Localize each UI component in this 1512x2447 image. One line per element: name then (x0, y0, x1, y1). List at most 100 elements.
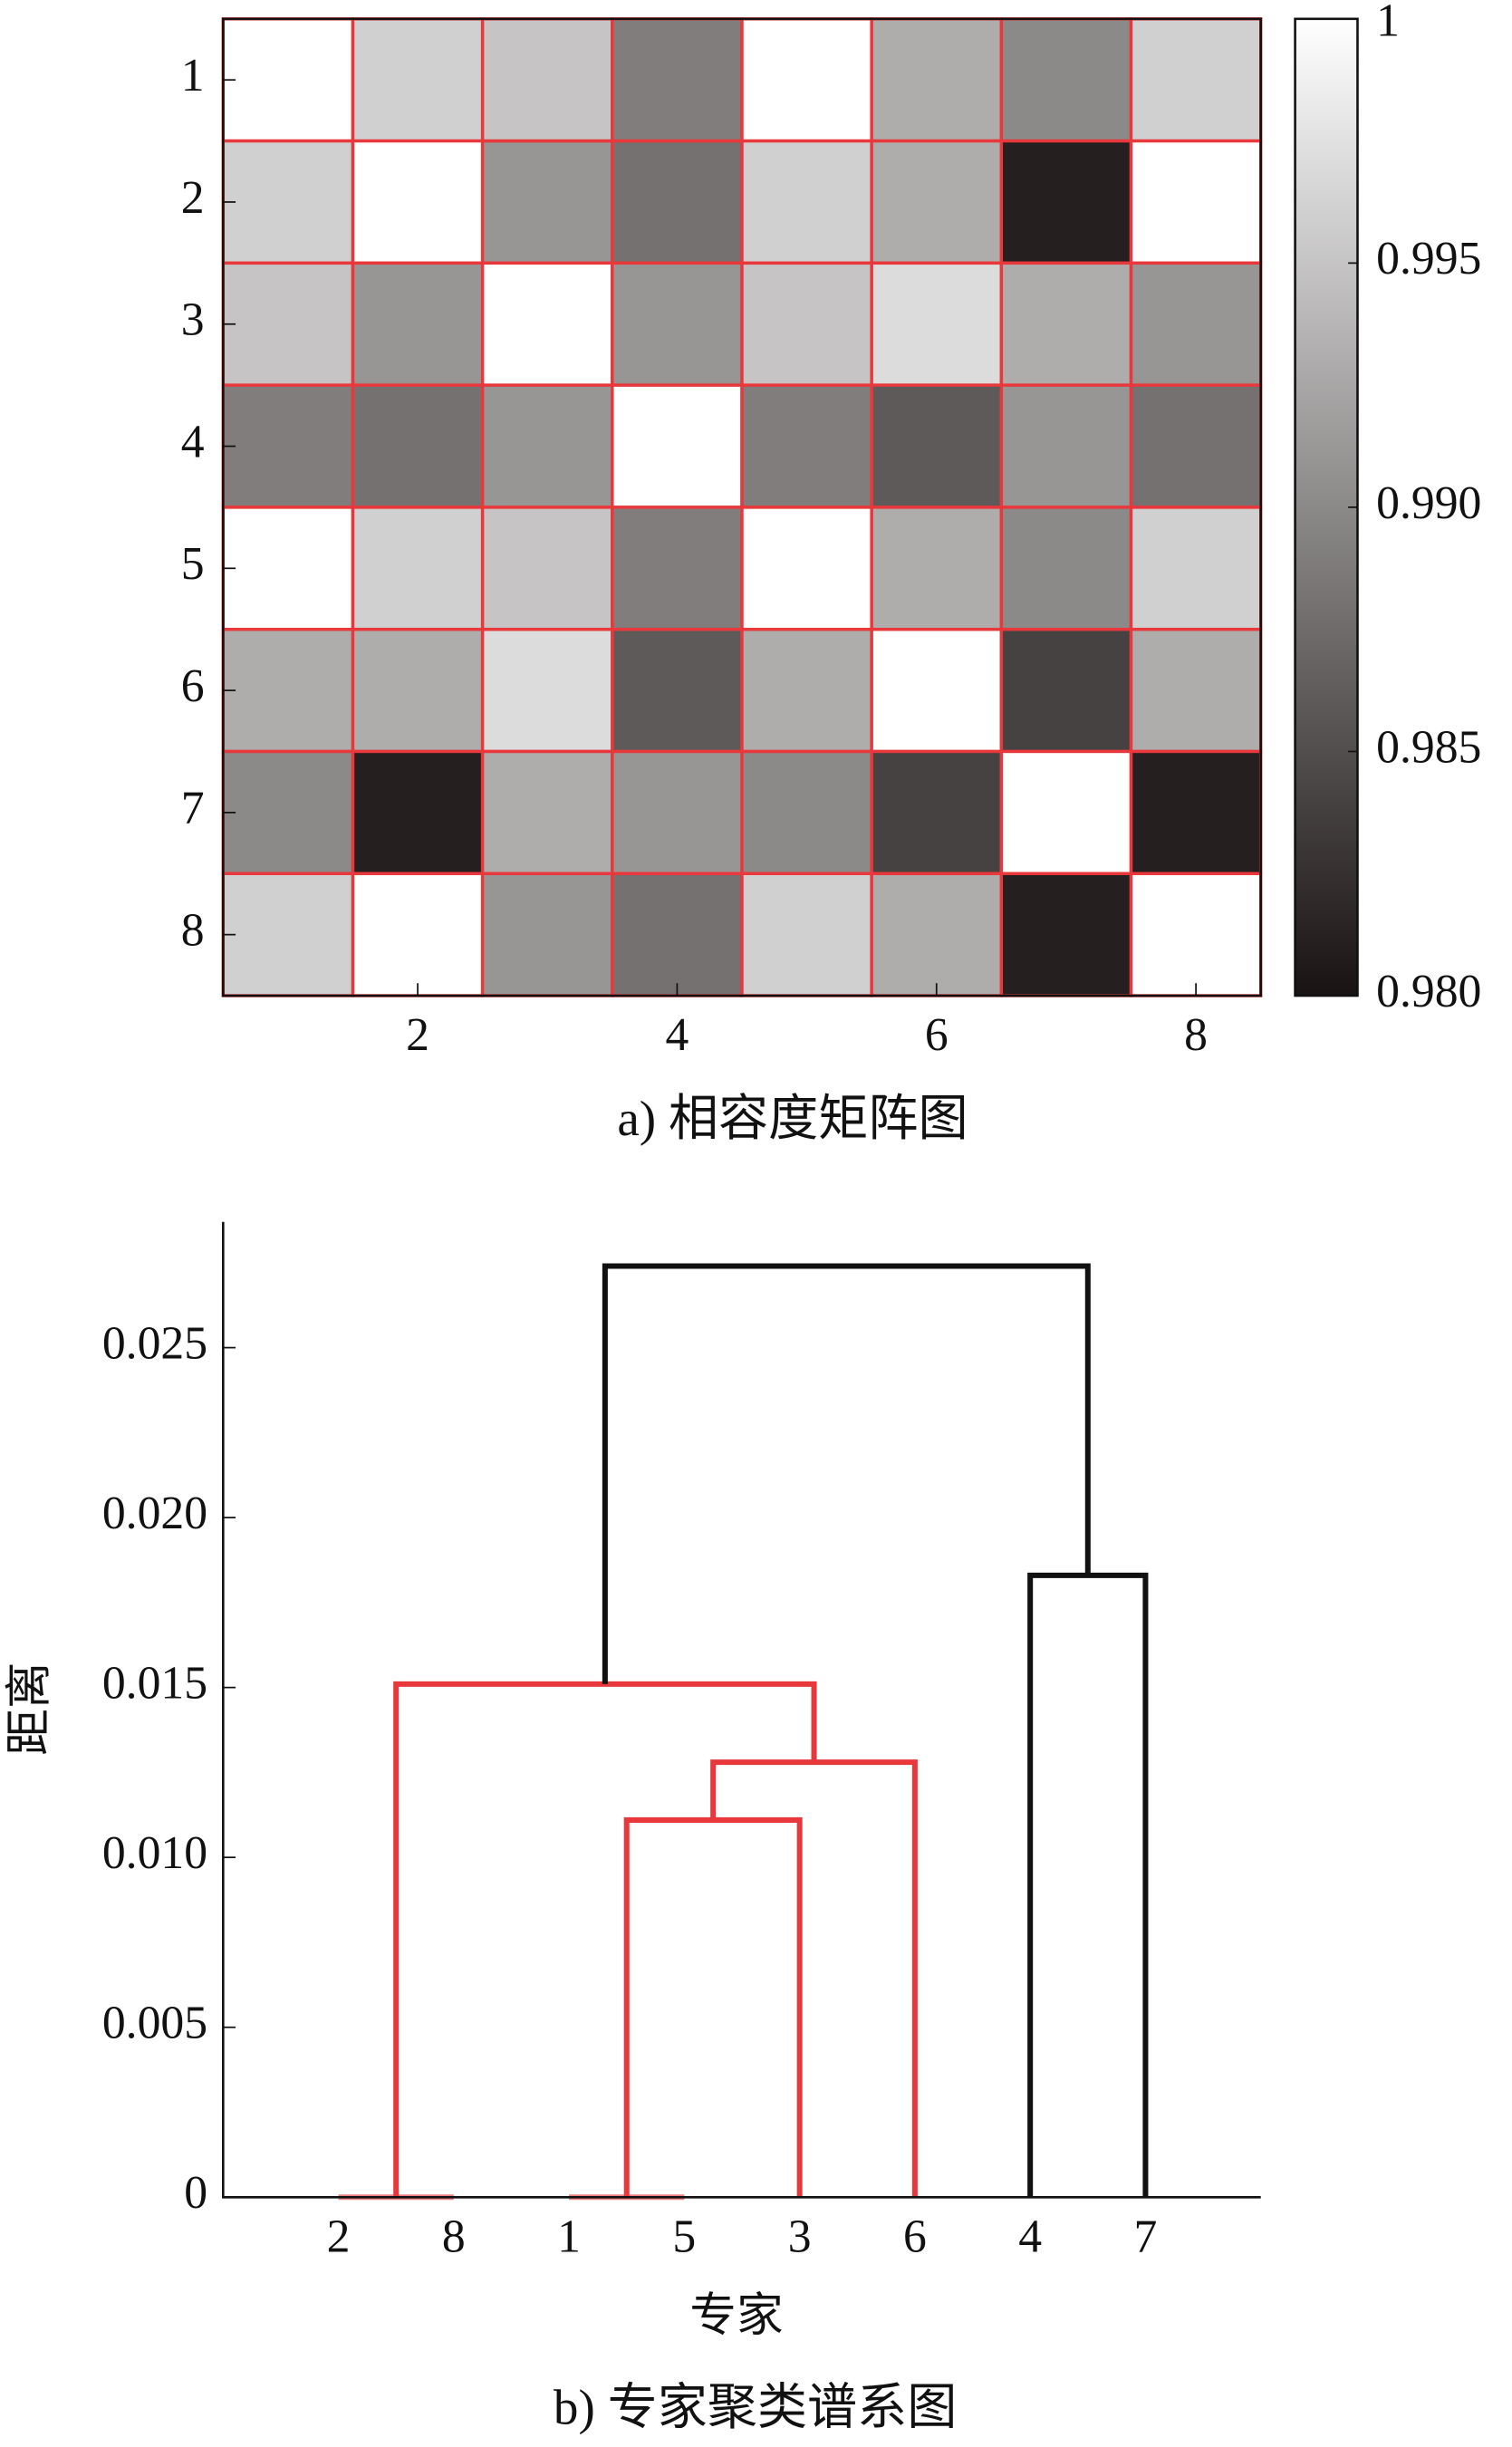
y-axis-label: 距离 (5, 1662, 56, 1756)
colorbar (1294, 17, 1359, 997)
cell (480, 872, 614, 997)
cell (740, 627, 873, 754)
cell (480, 506, 614, 631)
cell (221, 872, 355, 997)
y-tick-label: 6 (181, 660, 205, 712)
cell (480, 261, 614, 387)
cell (351, 17, 485, 143)
x-tick-label: 8 (1184, 1009, 1208, 1061)
x-tick-label: 5 (672, 2211, 696, 2262)
cell (1129, 749, 1263, 875)
cell (1129, 506, 1263, 631)
cell (351, 872, 485, 997)
y-tick-label: 3 (181, 294, 205, 346)
cell (611, 506, 744, 631)
cell (221, 749, 355, 875)
cell (1129, 383, 1263, 509)
y-tick-label: 0.020 (102, 1488, 207, 1539)
cell (611, 383, 744, 509)
y-tick-label: 7 (181, 783, 205, 834)
cell (480, 749, 614, 875)
y-tick-label: 0 (184, 2167, 207, 2219)
cell (999, 749, 1133, 875)
y-tick-label: 2 (181, 172, 205, 224)
cell (221, 627, 355, 754)
y-tick-label: 5 (181, 538, 205, 590)
link (393, 1681, 817, 2198)
cell (1129, 872, 1263, 997)
link (623, 1816, 803, 2198)
cell (351, 139, 485, 265)
x-tick-label: 4 (1018, 2211, 1042, 2262)
x-tick-label: 2 (406, 1009, 429, 1061)
cell (740, 383, 873, 509)
cell (351, 749, 485, 875)
cell (870, 261, 1004, 387)
y-tick-label: 1 (181, 50, 205, 101)
link (710, 1759, 918, 2198)
cell (999, 17, 1133, 143)
cell (870, 872, 1004, 997)
x-tick-label: 8 (442, 2211, 466, 2262)
y-tick-label: 4 (181, 416, 205, 467)
cell (611, 17, 744, 143)
y-tick-label: 0.010 (102, 1827, 207, 1879)
x-axis-label: 专家 (689, 2290, 783, 2342)
x-tick-label: 3 (788, 2211, 812, 2262)
cell (870, 383, 1004, 509)
x-tick-label: 6 (903, 2211, 927, 2262)
cell (480, 139, 614, 265)
cell (611, 139, 744, 265)
cell (999, 139, 1133, 265)
cell (351, 383, 485, 509)
cell (480, 627, 614, 754)
cell (999, 506, 1133, 631)
x-tick-label: 7 (1134, 2211, 1158, 2262)
x-tick-label: 2 (327, 2211, 351, 2262)
colorbar-tick-label: 1 (1376, 0, 1400, 47)
link (1027, 1572, 1149, 2198)
cell (870, 627, 1004, 754)
cell (740, 139, 873, 265)
y-tick-label: 0.025 (102, 1317, 207, 1369)
cell (480, 383, 614, 509)
cell (999, 627, 1133, 754)
y-tick-label: 0.015 (102, 1658, 207, 1710)
cell (351, 506, 485, 631)
cell (221, 139, 355, 265)
cell (611, 749, 744, 875)
cell (740, 506, 873, 631)
cell (870, 506, 1004, 631)
cell (870, 17, 1004, 143)
y-tick-label: 0.005 (102, 1998, 207, 2049)
cell (999, 383, 1133, 509)
cell (740, 749, 873, 875)
x-tick-label: 4 (665, 1009, 689, 1061)
cell (351, 627, 485, 754)
cell (611, 872, 744, 997)
colorbar-tick-label: 0.990 (1376, 477, 1481, 529)
link (602, 1263, 1091, 1684)
caption: a) 相容度矩阵图 (617, 1091, 968, 1146)
cell (740, 17, 873, 143)
cell (351, 261, 485, 387)
colorbar-tick-label: 0.980 (1376, 966, 1481, 1017)
cell (611, 627, 744, 754)
cell (1129, 17, 1263, 143)
x-tick-label: 6 (925, 1009, 949, 1061)
cell (221, 383, 355, 509)
cell (999, 872, 1133, 997)
cell (221, 17, 355, 143)
axes (222, 1221, 1261, 2199)
cell (870, 749, 1004, 875)
cell (611, 261, 744, 387)
cell (999, 261, 1133, 387)
caption: b) 专家聚类谱系图 (554, 2380, 957, 2435)
x-tick-label: 1 (557, 2211, 581, 2262)
cell (1129, 139, 1263, 265)
cell (740, 872, 873, 997)
y-tick-label: 8 (181, 905, 205, 957)
cell (740, 261, 873, 387)
